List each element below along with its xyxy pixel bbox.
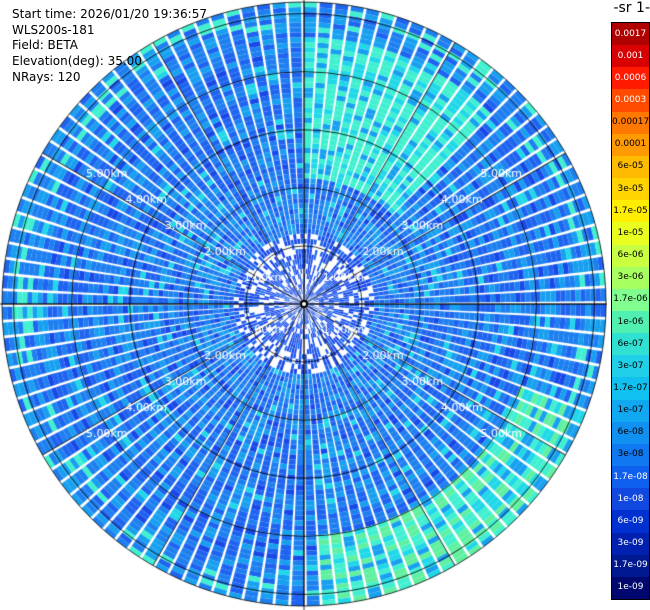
elevation-label: Elevation(deg): 35.00 xyxy=(12,54,142,68)
colorbar-tick-3: 0.0003 xyxy=(612,89,649,112)
colorbar-tick-10: 6e-06 xyxy=(612,244,649,267)
colorbar-tick-23: 3e-09 xyxy=(612,532,649,555)
colorbar-tick-17: 1e-07 xyxy=(612,399,649,422)
colorbar-tick-21: 1e-08 xyxy=(612,488,649,511)
colorbar-tick-1: 0.001 xyxy=(612,45,649,68)
colorbar-tick-24: 1.7e-09 xyxy=(612,554,649,577)
colorbar-tick-25: 1e-09 xyxy=(612,576,649,599)
colorbar-tick-11: 3e-06 xyxy=(612,266,649,289)
colorbar: 0.0017 0.001 0.0006 0.0003 0.00017 0.0001 6e-0… xyxy=(611,22,650,600)
colorbar-tick-2: 0.0006 xyxy=(612,67,649,90)
colorbar-tick-7: 3e-05 xyxy=(612,178,649,201)
colorbar-tick-6: 6e-05 xyxy=(612,155,649,179)
colorbar-tick-12: 1.7e-06 xyxy=(612,288,649,311)
instrument-label: WLS200s-181 xyxy=(12,23,95,37)
colorbar-tick-9: 1e-05 xyxy=(612,222,649,245)
colorbar-tick-5: 0.0001 xyxy=(612,133,649,156)
field-label: Field: BETA xyxy=(12,38,78,52)
colorbar-tick-4: 0.00017 xyxy=(612,111,649,134)
colorbar-tick-8: 1.7e-05 xyxy=(612,200,649,223)
colorbar-tick-13: 1e-06 xyxy=(612,311,649,334)
colorbar-tick-0: 0.0017 xyxy=(612,23,649,46)
colorbar-tick-18: 6e-08 xyxy=(612,421,649,444)
start-time-label: Start time: 2026/01/20 19:36:57 xyxy=(12,7,207,21)
colorbar-tick-22: 6e-09 xyxy=(612,510,649,533)
colorbar-tick-19: 3e-08 xyxy=(612,443,649,467)
colorbar-tick-15: 3e-07 xyxy=(612,355,649,378)
ppi-plot-canvas xyxy=(0,0,607,610)
colorbar-tick-16: 1.7e-07 xyxy=(612,377,649,400)
nrays-label: NRays: 120 xyxy=(12,70,81,84)
colorbar-tick-14: 6e-07 xyxy=(612,333,649,356)
colorbar-unit-label: -1 sr- xyxy=(613,0,650,16)
colorbar-tick-20: 1.7e-08 xyxy=(612,466,649,489)
